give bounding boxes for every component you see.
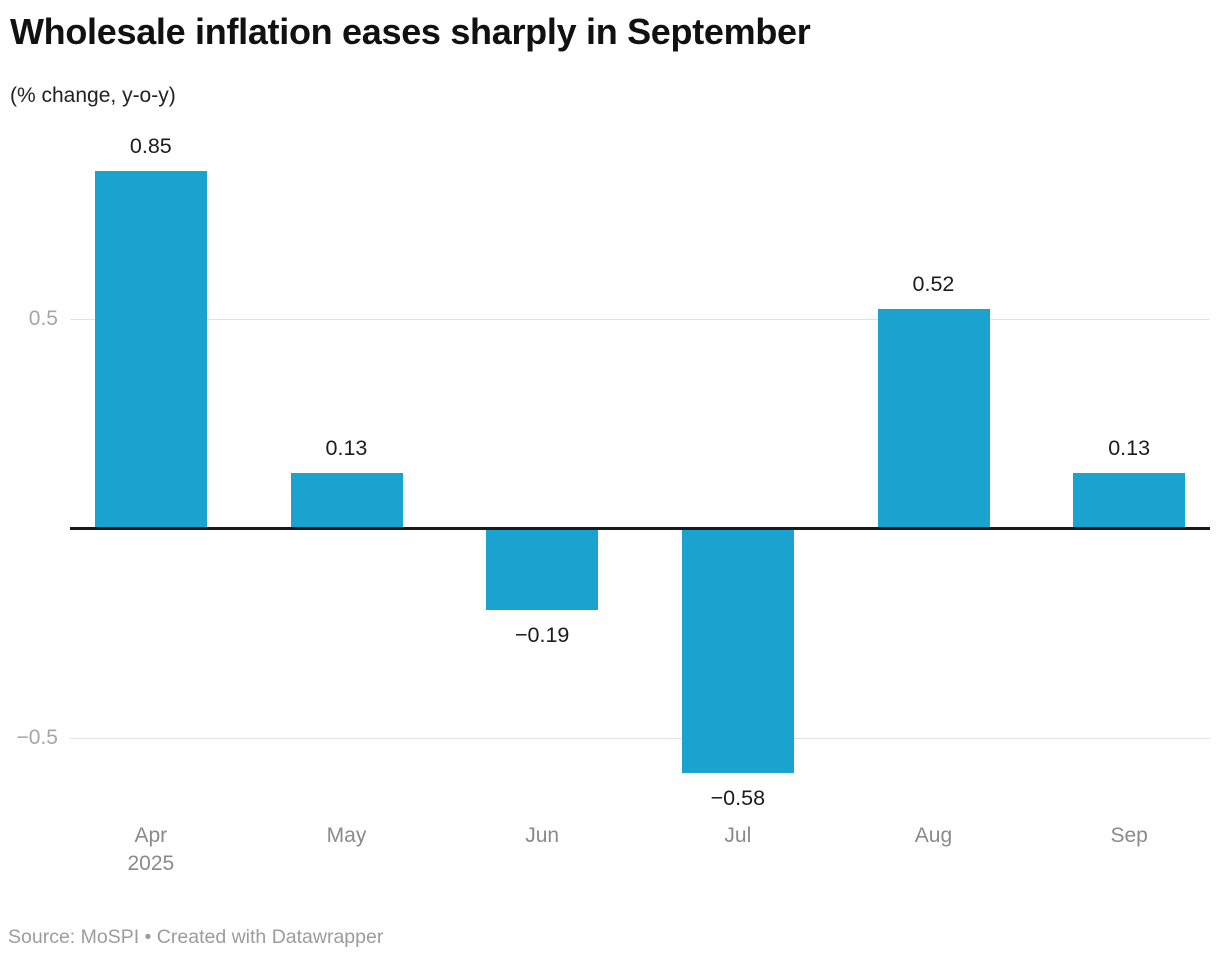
bar bbox=[486, 530, 599, 610]
month-name: Aug bbox=[914, 824, 953, 847]
bar-value-label: 0.52 bbox=[912, 272, 955, 297]
x-axis-label: Aug bbox=[836, 822, 1032, 850]
x-axis-label: Jun bbox=[444, 822, 640, 850]
chart-subtitle: (% change, y-o-y) bbox=[10, 84, 176, 107]
month-name: Apr bbox=[134, 824, 168, 847]
x-axis-label: Jul bbox=[640, 822, 836, 850]
month-name: Jul bbox=[724, 824, 752, 847]
bar-value-label: −0.58 bbox=[710, 786, 766, 811]
y-tick-label: −0.5 bbox=[16, 726, 58, 749]
chart-title: Wholesale inflation eases sharply in Sep… bbox=[10, 11, 811, 52]
zero-baseline bbox=[70, 527, 1210, 530]
bar-value-label: 0.13 bbox=[325, 435, 368, 460]
x-axis-label: May bbox=[249, 822, 445, 850]
bar bbox=[290, 472, 403, 527]
bar-value-label: −0.19 bbox=[514, 622, 570, 647]
bar bbox=[1073, 472, 1186, 527]
month-name: Sep bbox=[1110, 824, 1148, 847]
year-label: 2025 bbox=[127, 852, 175, 875]
bar-value-label: 0.85 bbox=[129, 133, 172, 158]
y-gridline bbox=[70, 318, 1210, 320]
bar bbox=[877, 309, 990, 527]
month-name: Jun bbox=[525, 824, 560, 847]
x-axis-label: Sep bbox=[1031, 822, 1220, 850]
month-name: May bbox=[326, 824, 367, 847]
bar bbox=[94, 170, 207, 527]
source-note: Source: MoSPI • Created with Datawrapper bbox=[8, 926, 384, 948]
x-axis-label: Apr 2025 bbox=[53, 822, 249, 878]
bar-value-label: 0.13 bbox=[1108, 435, 1151, 460]
bar bbox=[681, 530, 794, 774]
y-gridline bbox=[70, 737, 1210, 739]
y-tick-label: 0.5 bbox=[28, 307, 58, 330]
